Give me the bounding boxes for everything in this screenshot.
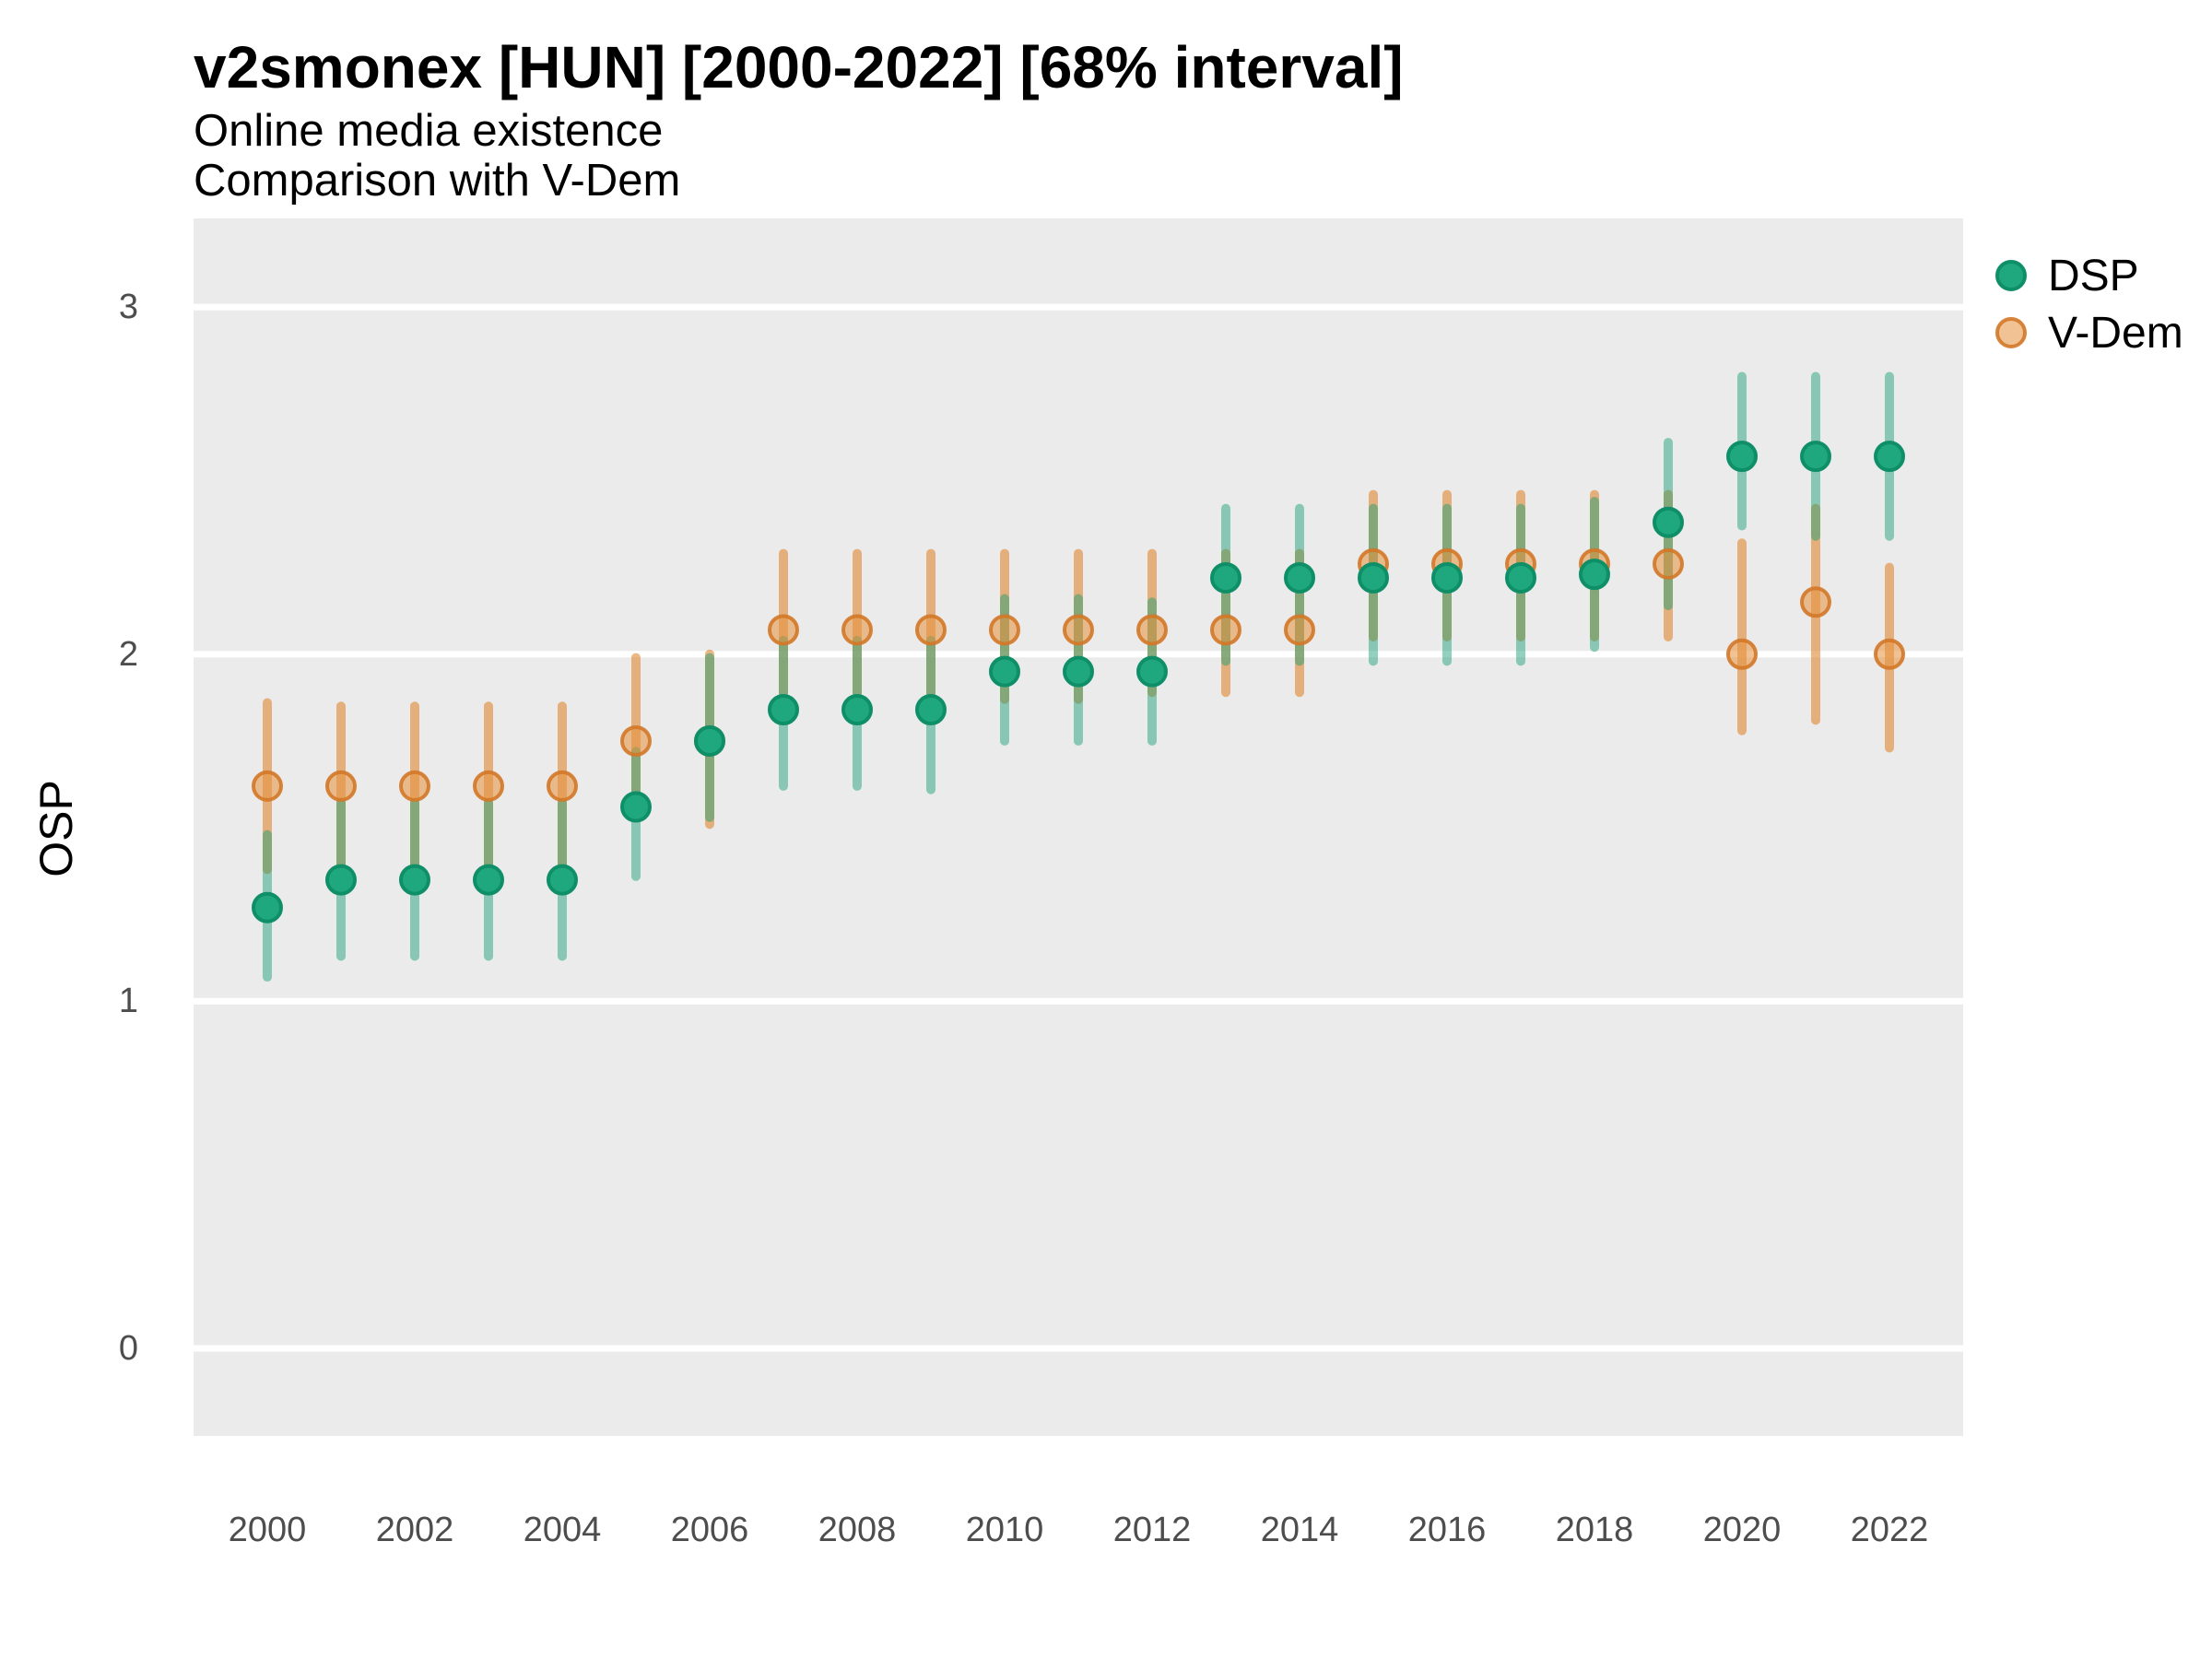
vdem-point-2012 xyxy=(1136,614,1168,646)
vdem-point-2014 xyxy=(1284,614,1315,646)
x-tick-label-2000: 2000 xyxy=(228,1511,307,1549)
vdem-point-2004 xyxy=(547,770,578,802)
legend-item-dsp: DSP xyxy=(1991,247,2183,304)
vdem-legend-dot-icon xyxy=(1995,317,2027,348)
dsp-point-2003 xyxy=(473,864,504,896)
vdem-point-2021 xyxy=(1800,586,1831,618)
x-tick-label-2006: 2006 xyxy=(670,1511,749,1549)
x-tick-label-2020: 2020 xyxy=(1702,1511,1782,1549)
gridline-y1 xyxy=(194,997,1963,1005)
vdem-point-2005 xyxy=(620,724,652,757)
dsp-point-2018 xyxy=(1579,559,1610,591)
dsp-point-2007 xyxy=(768,694,799,726)
dsp-point-2014 xyxy=(1284,561,1315,594)
dsp-point-2008 xyxy=(841,694,873,726)
gridline-y0 xyxy=(194,1345,1963,1352)
dsp-point-2013 xyxy=(1210,561,1241,594)
dsp-legend-marker-icon xyxy=(1995,260,2027,291)
dsp-point-2002 xyxy=(399,864,430,896)
dsp-point-2005 xyxy=(620,791,652,823)
dsp-point-2021 xyxy=(1800,441,1831,473)
chart-title: v2smonex [HUN] [2000-2022] [68% interval… xyxy=(194,34,1404,100)
x-tick-label-2022: 2022 xyxy=(1850,1511,1929,1549)
gridline-y3 xyxy=(194,303,1963,311)
dsp-point-2004 xyxy=(547,864,578,896)
y-tick-label-0: 0 xyxy=(118,1329,138,1368)
x-tick-label-2008: 2008 xyxy=(818,1511,897,1549)
y-tick-label-2: 2 xyxy=(118,634,138,674)
x-tick-label-2016: 2016 xyxy=(1407,1511,1487,1549)
dsp-point-2020 xyxy=(1726,441,1758,473)
x-tick-label-2012: 2012 xyxy=(1112,1511,1192,1549)
x-tick-label-2004: 2004 xyxy=(523,1511,602,1549)
chart-subtitle-measure: Online media existence xyxy=(194,106,664,156)
x-tick-label-2014: 2014 xyxy=(1260,1511,1339,1549)
vdem-point-2007 xyxy=(768,614,799,646)
dsp-point-2012 xyxy=(1136,655,1168,688)
vdem-point-2002 xyxy=(399,770,430,802)
plot-panel xyxy=(194,218,1963,1436)
dsp-point-2006 xyxy=(694,724,725,757)
x-tick-label-2010: 2010 xyxy=(965,1511,1044,1549)
dsp-point-2015 xyxy=(1358,561,1389,594)
dsp-point-2000 xyxy=(252,891,283,924)
x-tick-label-2018: 2018 xyxy=(1555,1511,1634,1549)
vdem-point-2003 xyxy=(473,770,504,802)
vdem-point-2013 xyxy=(1210,614,1241,646)
dsp-legend-dot-icon xyxy=(1995,260,2027,291)
vdem-point-2001 xyxy=(325,770,357,802)
legend-label-vdem: V-Dem xyxy=(2048,308,2183,358)
vdem-point-2019 xyxy=(1653,547,1684,580)
legend-label-dsp: DSP xyxy=(2048,251,2139,300)
vdem-point-2010 xyxy=(989,614,1020,646)
dsp-point-2009 xyxy=(915,694,947,726)
vdem-legend-marker-icon xyxy=(1995,317,2027,348)
x-tick-label-2002: 2002 xyxy=(375,1511,454,1549)
dsp-point-2017 xyxy=(1505,561,1536,594)
dsp-point-2001 xyxy=(325,864,357,896)
dsp-point-2011 xyxy=(1063,655,1094,688)
vdem-point-2022 xyxy=(1874,638,1905,670)
dsp-point-2016 xyxy=(1431,561,1463,594)
y-tick-label-1: 1 xyxy=(118,982,138,1021)
vdem-point-2009 xyxy=(915,614,947,646)
vdem-point-2011 xyxy=(1063,614,1094,646)
vdem-point-2000 xyxy=(252,770,283,802)
legend-item-vdem: V-Dem xyxy=(1991,304,2183,361)
vdem-point-2008 xyxy=(841,614,873,646)
dsp-point-2022 xyxy=(1874,441,1905,473)
y-axis-title: OSP xyxy=(30,780,82,877)
dsp-point-2010 xyxy=(989,655,1020,688)
chart-subtitle-comparison: Comparison with V-Dem xyxy=(194,156,681,206)
legend: DSP V-Dem xyxy=(1991,247,2183,361)
dsp-point-2019 xyxy=(1653,506,1684,538)
vdem-point-2020 xyxy=(1726,638,1758,670)
y-tick-label-3: 3 xyxy=(118,288,138,327)
